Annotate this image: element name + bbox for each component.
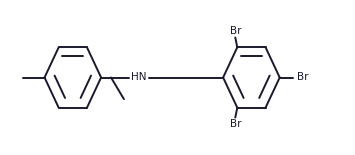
Text: Br: Br — [230, 119, 241, 129]
Text: Br: Br — [230, 26, 241, 36]
Text: Br: Br — [297, 73, 308, 82]
Text: HN: HN — [131, 73, 147, 82]
